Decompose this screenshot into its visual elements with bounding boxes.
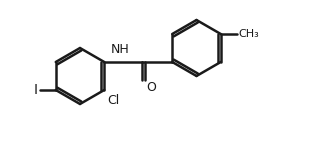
- Text: I: I: [34, 83, 38, 97]
- Text: O: O: [146, 81, 156, 94]
- Text: Cl: Cl: [107, 94, 119, 107]
- Text: CH₃: CH₃: [239, 29, 260, 39]
- Text: NH: NH: [111, 43, 130, 56]
